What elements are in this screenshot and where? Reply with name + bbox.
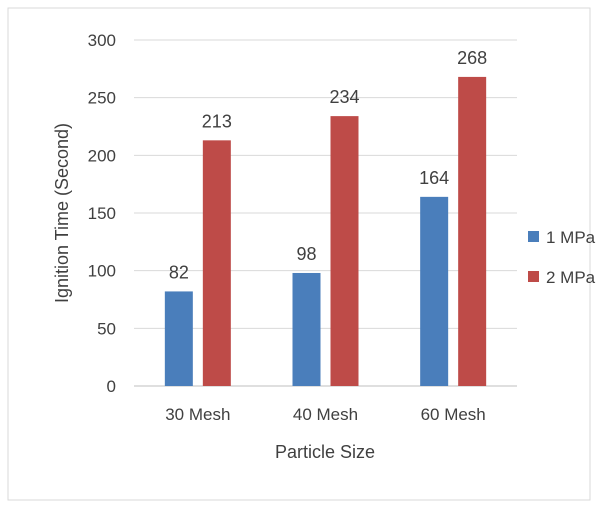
legend: 1 MPa 2 MPa — [528, 228, 596, 287]
data-label: 268 — [457, 48, 487, 68]
bar — [458, 76, 487, 386]
x-tick-label: 30 Mesh — [165, 405, 230, 424]
data-label: 164 — [419, 168, 449, 188]
data-label: 98 — [296, 244, 316, 264]
data-label: 234 — [329, 87, 359, 107]
chart-border — [7, 7, 591, 501]
data-label: 213 — [202, 111, 232, 131]
x-axis-ticks: 30 Mesh 40 Mesh 60 Mesh — [165, 405, 486, 424]
bar — [202, 140, 231, 386]
data-labels: 82 213 98 234 164 268 — [169, 48, 487, 283]
bars — [164, 76, 487, 387]
bar — [292, 272, 321, 386]
legend-label: 2 MPa — [546, 268, 596, 287]
y-tick-label: 250 — [88, 89, 116, 108]
legend-swatch — [528, 271, 539, 282]
y-tick-label: 200 — [88, 146, 116, 165]
data-label: 82 — [169, 262, 189, 282]
y-axis-title: Ignition Time (Second) — [52, 123, 72, 303]
bar — [420, 196, 449, 386]
x-tick-label: 40 Mesh — [293, 405, 358, 424]
bar — [164, 291, 193, 386]
y-tick-label: 300 — [88, 31, 116, 50]
legend-swatch — [528, 231, 539, 242]
gridlines — [134, 39, 517, 387]
y-tick-label: 0 — [107, 377, 116, 396]
y-tick-label: 100 — [88, 262, 116, 281]
y-tick-label: 50 — [97, 319, 116, 338]
y-tick-label: 150 — [88, 204, 116, 223]
y-axis-ticks: 0 50 100 150 200 250 300 — [88, 31, 116, 396]
legend-label: 1 MPa — [546, 228, 596, 247]
bar — [330, 116, 359, 387]
x-tick-label: 60 Mesh — [421, 405, 486, 424]
x-axis-title: Particle Size — [275, 442, 375, 462]
